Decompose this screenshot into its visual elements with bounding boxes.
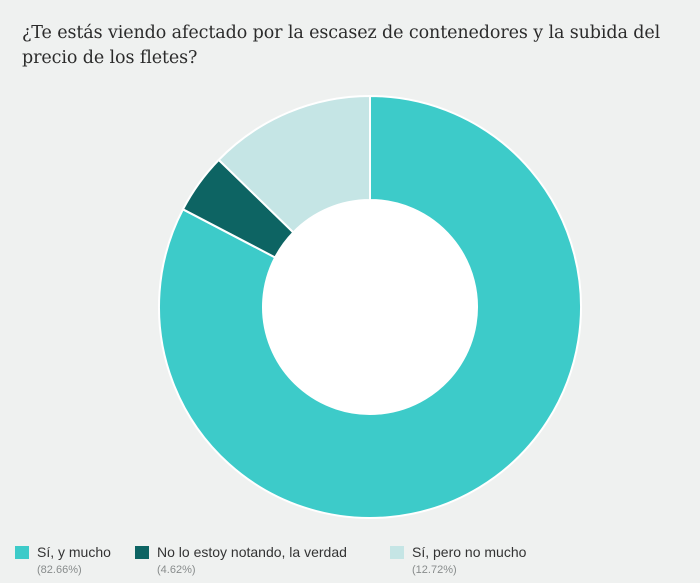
- legend-percentage: (82.66%): [37, 564, 82, 576]
- legend-label: Sí, pero no mucho: [412, 544, 527, 560]
- legend-swatch: [390, 546, 404, 559]
- legend-swatch: [15, 546, 29, 559]
- donut-hole: [263, 200, 477, 414]
- legend-percentage: (12.72%): [412, 564, 457, 576]
- legend-label: No lo estoy notando, la verdad: [157, 544, 347, 560]
- legend-percentage: (4.62%): [157, 564, 196, 576]
- legend-label: Sí, y mucho: [37, 544, 111, 560]
- chart-title: ¿Te estás viendo afectado por la escasez…: [22, 23, 661, 68]
- legend-swatch: [135, 546, 149, 559]
- donut-slice-0[interactable]: [158, 95, 582, 519]
- donut-slice-2[interactable]: [217, 95, 371, 234]
